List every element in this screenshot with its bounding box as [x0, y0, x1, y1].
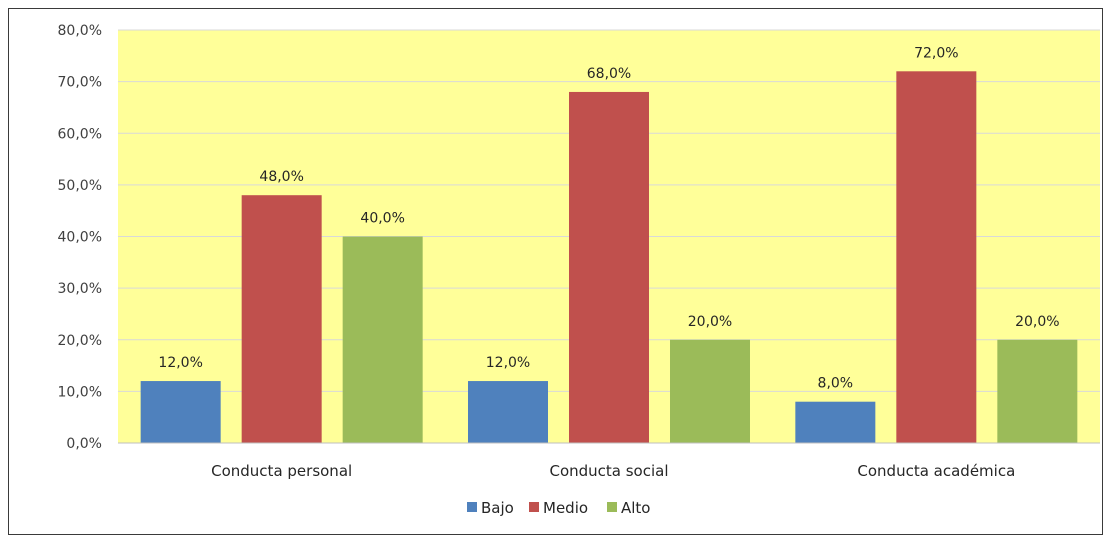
y-tick-label: 50,0% [58, 178, 102, 194]
y-tick-label: 70,0% [58, 75, 102, 91]
legend-label: Medio [543, 499, 588, 517]
legend: Bajo Medio Alto [467, 499, 651, 517]
legend-label: Bajo [481, 499, 514, 517]
data-label: 12,0% [486, 355, 530, 371]
data-label: 68,0% [587, 66, 631, 82]
data-label: 12,0% [158, 355, 202, 371]
bar-bajo [140, 381, 221, 443]
data-label: 8,0% [818, 376, 854, 392]
category-label: Conducta social [549, 462, 668, 480]
category-label: Conducta personal [211, 462, 352, 480]
y-tick-label: 80,0% [58, 23, 102, 39]
legend-swatch-alto [607, 502, 617, 512]
bar-bajo [468, 381, 548, 443]
legend-swatch-bajo [467, 502, 477, 512]
legend-swatch-medio [529, 502, 539, 512]
y-tick-label: 20,0% [58, 333, 102, 349]
x-axis: Conducta personal Conducta social Conducta… [118, 442, 1100, 480]
bar-medio [896, 71, 977, 444]
y-tick-label: 30,0% [58, 281, 102, 297]
data-label: 20,0% [1015, 314, 1059, 330]
bars: 12,0% 48,0% 40,0% 12,0% 68,0% 20,0% 8,0% 72,0% 2… [140, 45, 1078, 444]
data-label: 72,0% [914, 45, 958, 61]
legend-label: Alto [621, 499, 651, 517]
y-tick-label: 0,0% [66, 436, 102, 452]
y-tick-label: 10,0% [58, 384, 102, 400]
bar-bajo [795, 401, 876, 443]
y-tick-label: 40,0% [58, 230, 102, 246]
category-label: Conducta académica [857, 462, 1015, 480]
data-label: 48,0% [259, 169, 303, 185]
data-label: 20,0% [688, 314, 732, 330]
data-label: 40,0% [360, 211, 404, 227]
bar-medio [569, 91, 649, 443]
bar-alto [997, 339, 1078, 443]
bar-medio [241, 195, 322, 443]
y-tick-label: 60,0% [58, 126, 102, 142]
bar-alto [342, 236, 423, 443]
bar-alto [670, 339, 750, 443]
y-axis: 0,0% 10,0% 20,0% 30,0% 40,0% 50,0% 60,0% 70,0% 8… [58, 23, 102, 452]
